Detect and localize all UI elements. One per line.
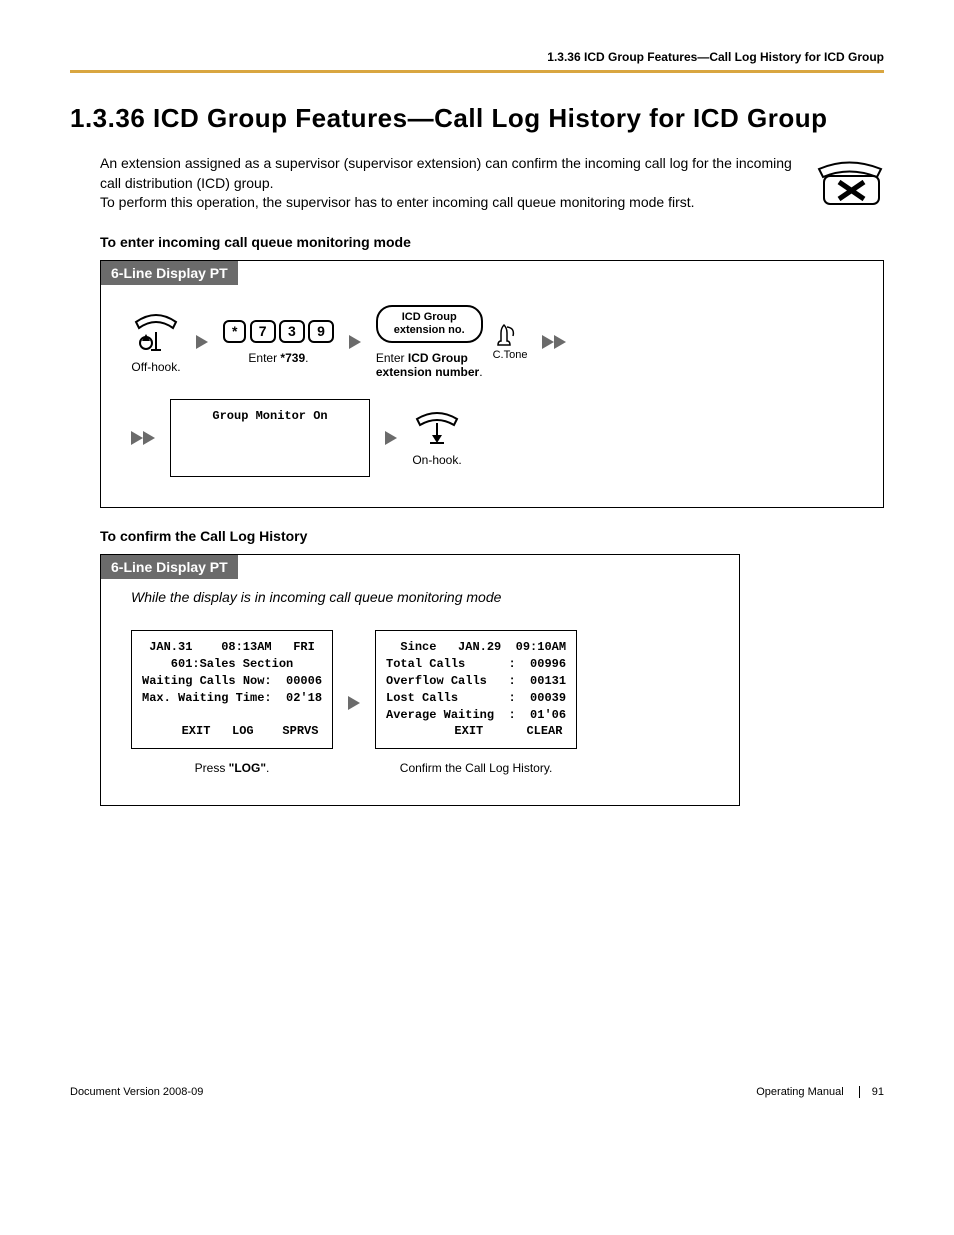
onhook-icon	[412, 409, 462, 445]
enter-code-prefix: Enter	[248, 351, 280, 365]
key-9: 9	[308, 320, 334, 343]
onhook-caption: On-hook.	[412, 453, 462, 467]
offhook-caption: Off-hook.	[131, 360, 181, 374]
section1-box-title: 6-Line Display PT	[101, 261, 238, 285]
screen2-display: Since JAN.29 09:10AM Total Calls : 00996…	[375, 630, 577, 749]
footer-page: 91	[859, 1086, 884, 1098]
enter-ext-prefix: Enter	[376, 351, 408, 365]
key-7: 7	[250, 320, 276, 343]
phone-x-icon	[814, 154, 884, 214]
key-star: *	[223, 320, 246, 343]
arrow-icon	[196, 335, 208, 349]
caption1-prefix: Press	[195, 761, 229, 775]
screen1-caption: Press "LOG".	[131, 761, 333, 775]
intro-row: An extension assigned as a supervisor (s…	[70, 154, 884, 214]
enter-ext-caption: Enter ICD Group extension number.	[376, 351, 483, 379]
footer-docver: Document Version 2008-09	[70, 1086, 203, 1098]
offhook-icon	[131, 310, 181, 352]
screen2-step: Since JAN.29 09:10AM Total Calls : 00996…	[375, 630, 577, 775]
footer-manual: Operating Manual	[756, 1086, 843, 1098]
page-header-breadcrumb: 1.3.36 ICD Group Features—Call Log Histo…	[70, 50, 884, 64]
screen1-display: JAN.31 08:13AM FRI 601:Sales Section Wai…	[131, 630, 333, 749]
offhook-step: Off-hook.	[131, 310, 181, 374]
group-monitor-display: Group Monitor On	[170, 399, 370, 477]
intro-p2: To perform this operation, the superviso…	[100, 193, 794, 213]
keypad-step: * 7 3 9 Enter *739.	[223, 320, 334, 365]
enter-ext-suffix: .	[479, 365, 482, 379]
key-3: 3	[279, 320, 305, 343]
ctone-icon	[493, 323, 515, 349]
section2-box: 6-Line Display PT While the display is i…	[100, 554, 740, 806]
arrow-icon	[349, 335, 361, 349]
enter-code-bold: *739	[280, 351, 305, 365]
flow-row-2: Group Monitor On On-hook.	[101, 389, 883, 487]
flow-row-1: Off-hook. * 7 3 9 Enter *739. ICD Group	[101, 285, 883, 389]
section2-heading: To confirm the Call Log History	[100, 528, 884, 544]
section1-box: 6-Line Display PT Off-hook. * 7 3 9	[100, 260, 884, 508]
onhook-step: On-hook.	[412, 409, 462, 467]
ctone-label: C.Tone	[493, 349, 528, 361]
caption1-bold: "LOG"	[229, 761, 266, 775]
double-arrow-icon	[542, 335, 566, 349]
pill-line2: extension no.	[394, 324, 465, 336]
caption1-suffix: .	[266, 761, 269, 775]
section2-flow-row: JAN.31 08:13AM FRI 601:Sales Section Wai…	[101, 610, 739, 785]
enter-code-suffix: .	[305, 351, 308, 365]
page-title: 1.3.36 ICD Group Features—Call Log Histo…	[70, 103, 884, 134]
section1-heading: To enter incoming call queue monitoring …	[100, 234, 884, 250]
enter-code-caption: Enter *739.	[223, 351, 334, 365]
arrow-icon	[348, 696, 360, 710]
screen1-step: JAN.31 08:13AM FRI 601:Sales Section Wai…	[131, 630, 333, 775]
icd-group-pill: ICD Group extension no.	[376, 305, 483, 343]
section2-note: While the display is in incoming call qu…	[131, 589, 709, 605]
page-footer: Document Version 2008-09 Operating Manua…	[70, 1086, 884, 1098]
group-monitor-text: Group Monitor On	[212, 408, 327, 425]
intro-p1: An extension assigned as a supervisor (s…	[100, 154, 794, 193]
pill-line1: ICD Group	[402, 311, 457, 323]
header-rule	[70, 70, 884, 73]
double-arrow-icon	[131, 431, 155, 445]
arrow-icon	[385, 431, 397, 445]
section2-box-title: 6-Line Display PT	[101, 555, 238, 579]
extension-step: ICD Group extension no. Enter ICD Group …	[376, 305, 528, 379]
screen2-caption: Confirm the Call Log History.	[375, 761, 577, 775]
